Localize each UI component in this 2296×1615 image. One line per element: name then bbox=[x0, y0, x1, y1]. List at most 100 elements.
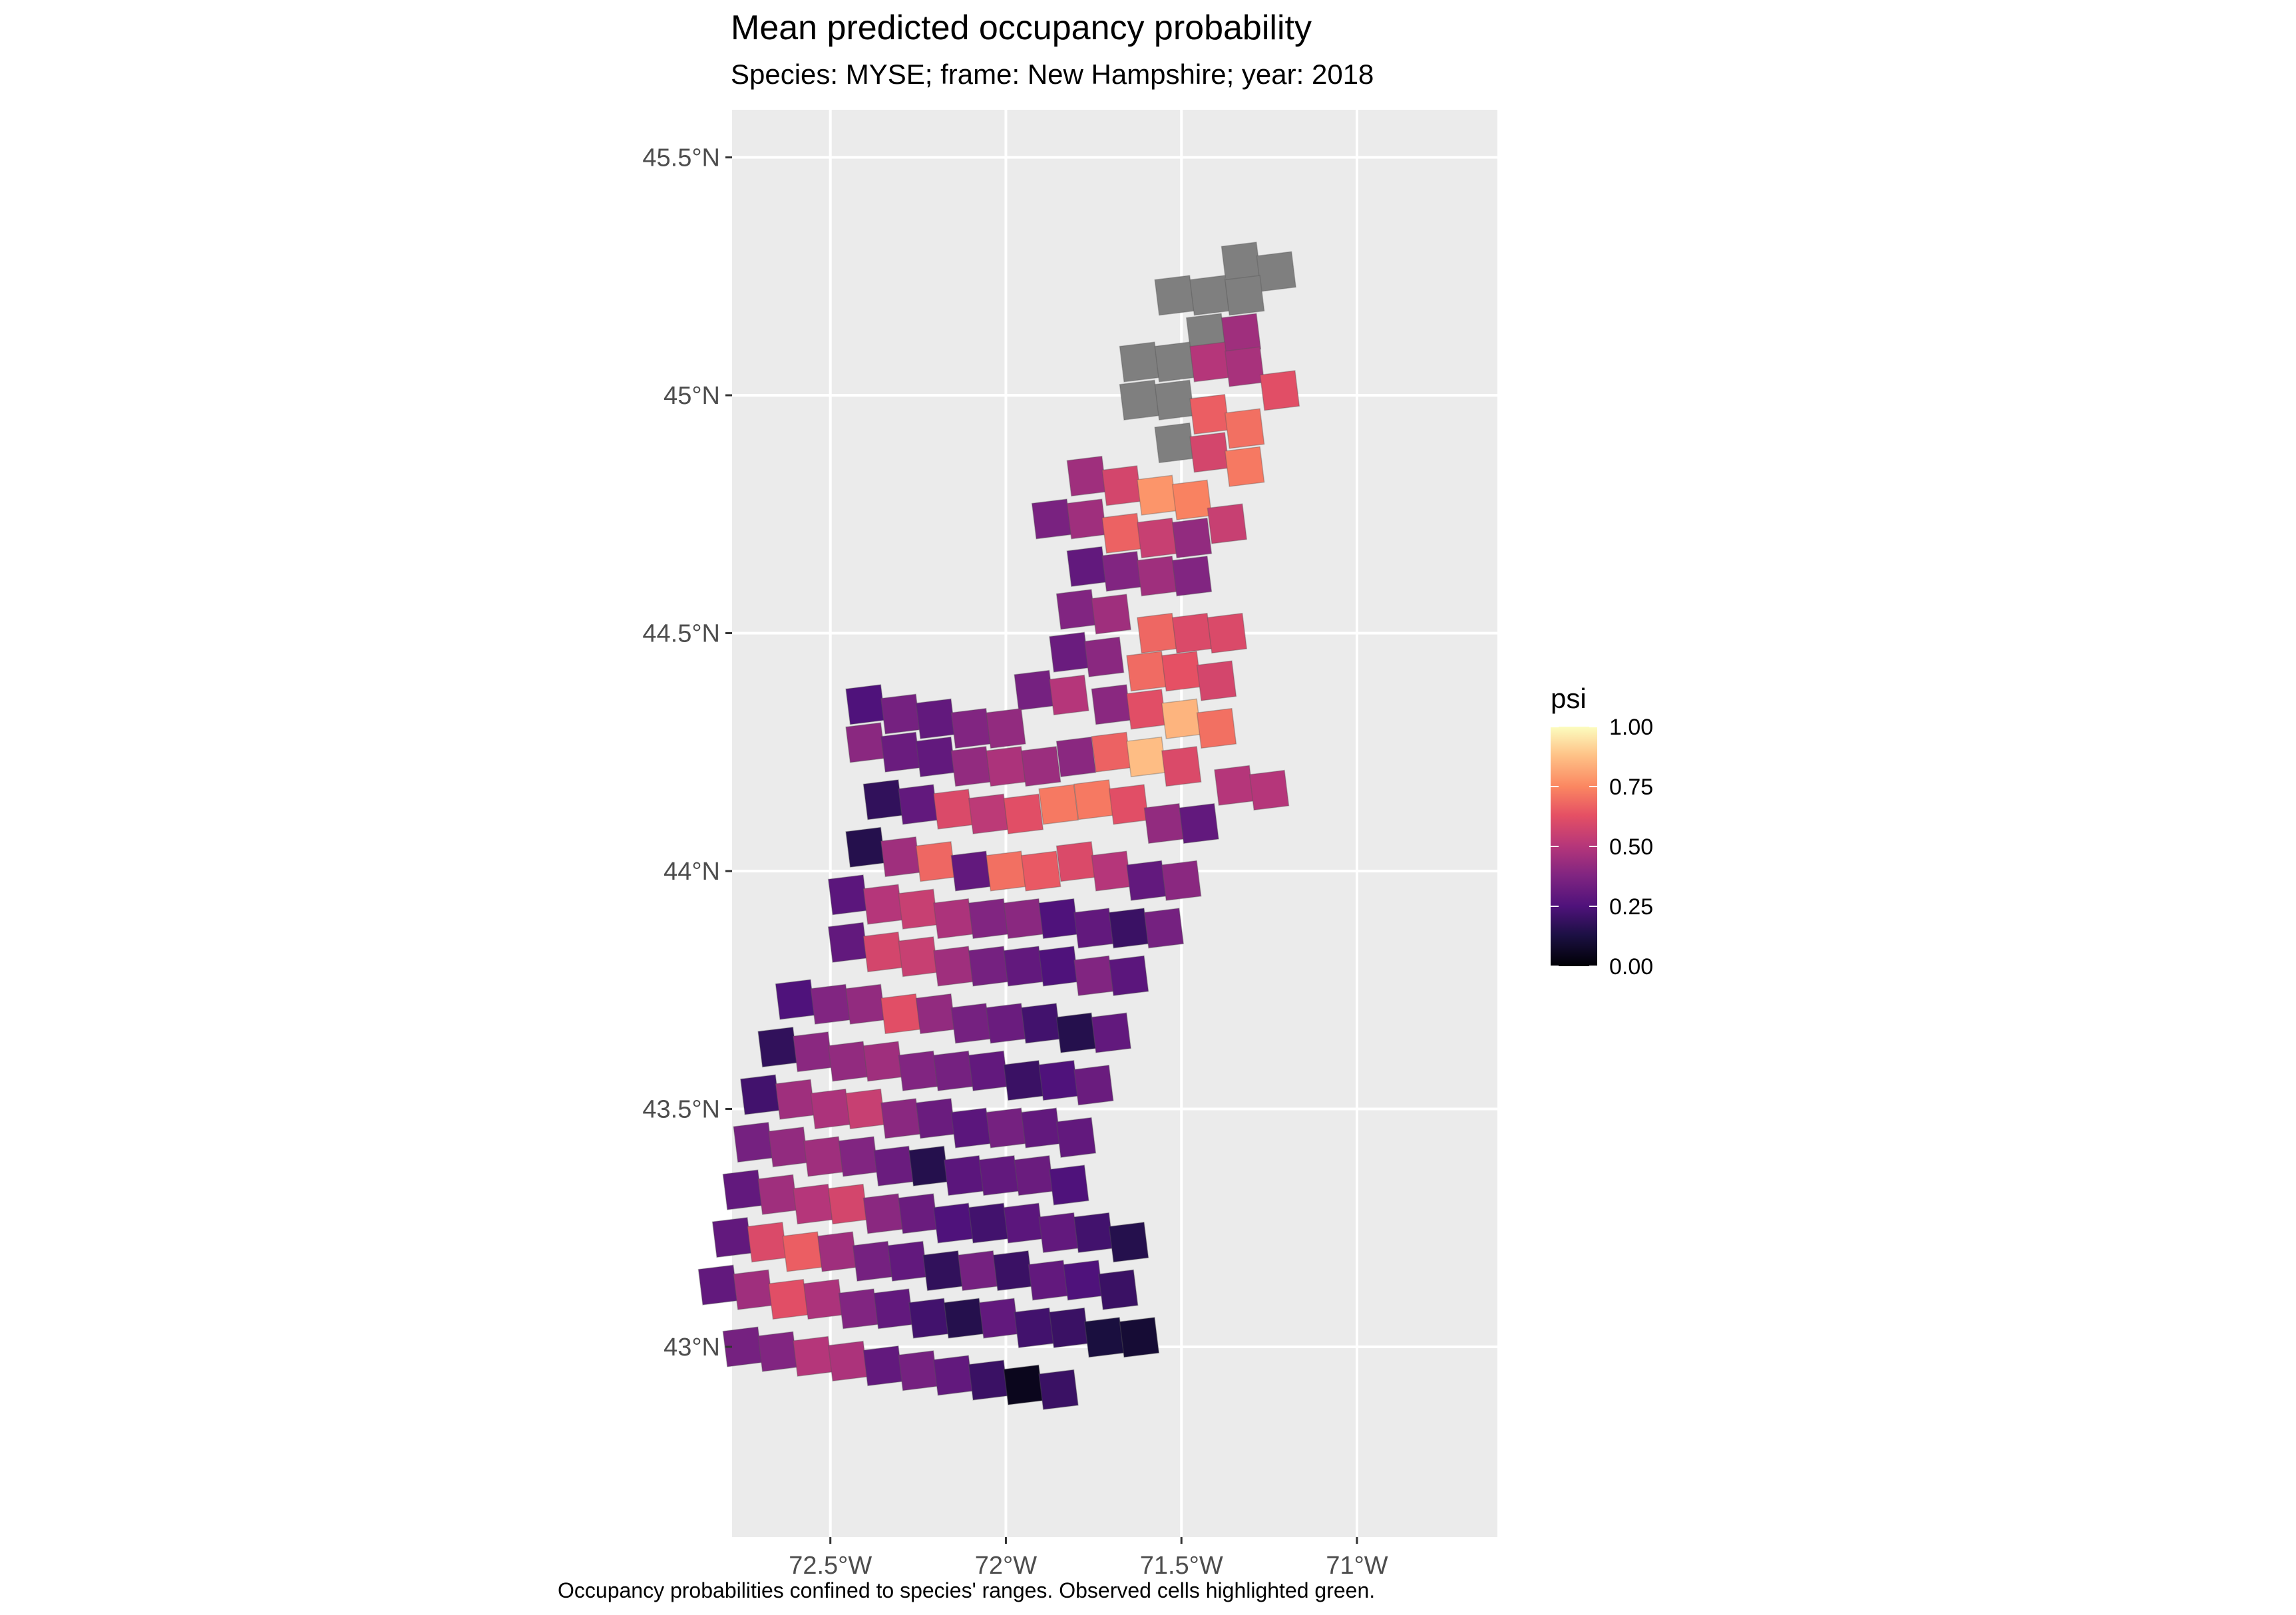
map-cell bbox=[803, 1278, 844, 1320]
map-cell bbox=[1003, 1059, 1044, 1101]
map-cell bbox=[793, 1336, 833, 1377]
map-cell bbox=[943, 1155, 984, 1196]
map-cell bbox=[1038, 898, 1079, 940]
map-cell bbox=[1091, 594, 1132, 635]
map-cell bbox=[768, 1278, 809, 1320]
map-cell bbox=[898, 888, 938, 930]
legend-label: 0.50 bbox=[1609, 834, 1653, 860]
map-cell bbox=[1038, 1212, 1079, 1254]
map-cell bbox=[1049, 1165, 1089, 1206]
map-cell bbox=[1091, 1012, 1132, 1053]
map-cell bbox=[1003, 946, 1044, 987]
map-cell bbox=[915, 993, 956, 1035]
map-cell bbox=[733, 1269, 773, 1310]
map-cell bbox=[968, 1050, 1009, 1091]
map-cell bbox=[768, 1127, 809, 1168]
axes: 72.5°W 72°W 71.5°W 71°W 43°N 43.5°N 44°N 44.5°N… bbox=[642, 144, 1388, 1580]
y-tick-label: 43°N bbox=[664, 1334, 720, 1361]
map-cell bbox=[933, 789, 974, 830]
map-cell bbox=[943, 1298, 984, 1339]
map-cell bbox=[1097, 1269, 1139, 1310]
map-cell bbox=[1224, 275, 1265, 316]
legend: psi 1.00 0.75 0.50 0.25 0.00 bbox=[1551, 683, 1653, 980]
map-cell bbox=[992, 1250, 1034, 1292]
map-cell bbox=[1014, 669, 1054, 711]
map-cell bbox=[845, 722, 886, 763]
map-cell bbox=[1154, 422, 1195, 464]
map-cell bbox=[1091, 850, 1132, 892]
map-cell bbox=[1073, 1065, 1114, 1106]
map-cell bbox=[1189, 432, 1230, 473]
map-cell bbox=[1055, 1117, 1097, 1159]
map-cell bbox=[933, 946, 974, 987]
map-cell bbox=[1073, 908, 1114, 949]
legend-label: 0.00 bbox=[1609, 954, 1653, 980]
map-cell bbox=[1055, 841, 1097, 882]
map-cell bbox=[757, 1331, 798, 1372]
map-cell bbox=[827, 1183, 868, 1225]
map-cell bbox=[1066, 546, 1107, 588]
map-cell bbox=[915, 1098, 956, 1139]
map-cell bbox=[782, 1231, 823, 1272]
map-cell bbox=[1083, 1317, 1125, 1358]
map-cell bbox=[1108, 908, 1149, 949]
map-cell bbox=[915, 841, 956, 882]
map-cell bbox=[1256, 251, 1296, 292]
map-cell bbox=[1083, 636, 1125, 677]
map-cell bbox=[852, 1240, 893, 1282]
map-cell bbox=[957, 1250, 998, 1292]
map-cell bbox=[968, 946, 1009, 987]
map-cell bbox=[1154, 341, 1195, 383]
map-cell bbox=[1161, 860, 1202, 901]
map-cell bbox=[775, 979, 816, 1020]
map-cell bbox=[733, 1121, 773, 1163]
map-cell bbox=[887, 1240, 928, 1282]
map-cell bbox=[1119, 341, 1160, 383]
map-cell bbox=[950, 707, 991, 749]
map-cell bbox=[950, 746, 991, 787]
map-cell bbox=[862, 1345, 904, 1387]
map-cell bbox=[1171, 479, 1213, 520]
map-cell bbox=[986, 1003, 1026, 1044]
map-cell bbox=[862, 884, 904, 925]
map-cell bbox=[1154, 379, 1195, 421]
map-cell bbox=[711, 1216, 753, 1258]
map-cell bbox=[827, 922, 868, 963]
map-cell bbox=[1020, 1107, 1061, 1149]
map-cell bbox=[1137, 517, 1177, 559]
map-cell bbox=[950, 1003, 991, 1044]
map-cell bbox=[1073, 779, 1114, 820]
map-cell bbox=[986, 746, 1026, 787]
map-cell bbox=[1161, 651, 1202, 692]
map-cell bbox=[873, 1145, 914, 1186]
map-cell bbox=[845, 1088, 886, 1130]
map-cell bbox=[1161, 746, 1202, 787]
map-cell bbox=[1020, 746, 1061, 787]
map-cell bbox=[1020, 1003, 1061, 1044]
map-cell bbox=[908, 1298, 949, 1339]
map-cell bbox=[1066, 455, 1107, 497]
map-cell bbox=[950, 850, 991, 892]
map-cell bbox=[1189, 275, 1230, 316]
map-cell bbox=[1003, 898, 1044, 940]
map-cell bbox=[898, 936, 938, 978]
map-cell bbox=[968, 898, 1009, 940]
map-cell bbox=[838, 1136, 879, 1177]
map-cell bbox=[1171, 556, 1213, 597]
map-cell bbox=[880, 993, 921, 1035]
map-cell bbox=[1003, 1202, 1044, 1244]
map-cell bbox=[1196, 707, 1237, 749]
map-cell bbox=[862, 779, 904, 820]
map-cell bbox=[793, 1031, 833, 1073]
map-cell bbox=[1224, 408, 1265, 449]
map-cell bbox=[968, 1202, 1009, 1244]
map-cell bbox=[827, 1340, 868, 1382]
map-cell bbox=[817, 1231, 858, 1272]
map-cell bbox=[722, 1169, 763, 1210]
map-cell bbox=[1196, 660, 1237, 701]
map-cell bbox=[1031, 498, 1072, 540]
map-cell bbox=[1049, 1307, 1089, 1349]
map-cell bbox=[1207, 612, 1248, 654]
map-cell bbox=[898, 784, 938, 825]
map-cell bbox=[986, 707, 1026, 749]
